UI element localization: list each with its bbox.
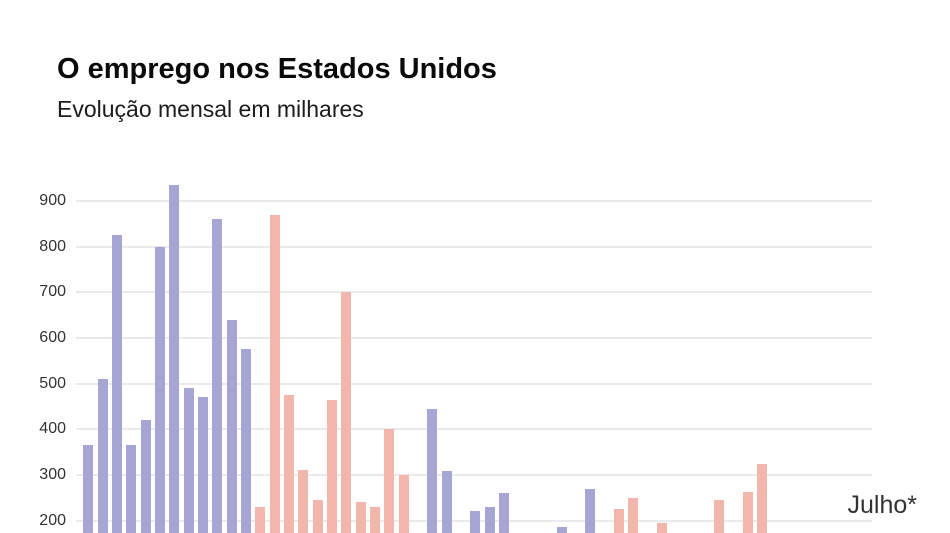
bar [613, 509, 624, 533]
bar [298, 470, 309, 533]
bar [183, 388, 194, 533]
y-axis-tick-label: 200 [39, 511, 66, 529]
bar [656, 522, 667, 533]
bar [370, 506, 381, 533]
gridline-400 [76, 428, 872, 431]
bar [284, 395, 295, 533]
bar [341, 292, 352, 533]
bar [355, 502, 366, 533]
bar [757, 463, 768, 533]
y-axis-tick-label: 600 [39, 328, 66, 346]
bar [327, 399, 338, 533]
bar [499, 493, 510, 533]
bar [111, 235, 122, 533]
y-axis-tick-label: 700 [39, 283, 66, 301]
y-axis-tick-label: 900 [39, 192, 66, 209]
bar [714, 500, 725, 533]
bar [126, 445, 137, 533]
gridline-700 [76, 291, 872, 294]
bar [556, 527, 567, 533]
bar [198, 397, 209, 533]
bar [585, 488, 596, 533]
gridline-600 [76, 336, 872, 339]
bar [226, 319, 237, 533]
bar [140, 420, 151, 533]
x-axis-end-label: Julho* [847, 491, 918, 519]
bar [169, 185, 180, 533]
bar [241, 349, 252, 533]
bar [398, 474, 409, 533]
y-axis-tick-label: 500 [39, 374, 66, 392]
y-axis-tick-label: 300 [39, 465, 66, 483]
bar [441, 471, 452, 533]
bar [742, 492, 753, 533]
gridline-300 [76, 473, 872, 476]
bar [470, 511, 481, 533]
bar [83, 445, 94, 533]
bar [255, 506, 266, 533]
bar [427, 408, 438, 533]
chart-subtitle: Evolução mensal em milhares [57, 96, 364, 122]
bar [628, 497, 639, 533]
bar [312, 500, 323, 533]
gridline-900 [76, 200, 872, 202]
bar [484, 506, 495, 533]
gridline-500 [76, 382, 872, 385]
bar [269, 214, 280, 533]
chart-title: O emprego nos Estados Unidos [57, 53, 497, 85]
bar [212, 219, 223, 533]
y-axis-tick-label: 400 [39, 420, 66, 438]
gridline-800 [76, 245, 872, 248]
y-axis-tick-label: 800 [39, 237, 66, 255]
bar [97, 379, 108, 533]
bar [155, 246, 165, 533]
bar [384, 429, 395, 533]
